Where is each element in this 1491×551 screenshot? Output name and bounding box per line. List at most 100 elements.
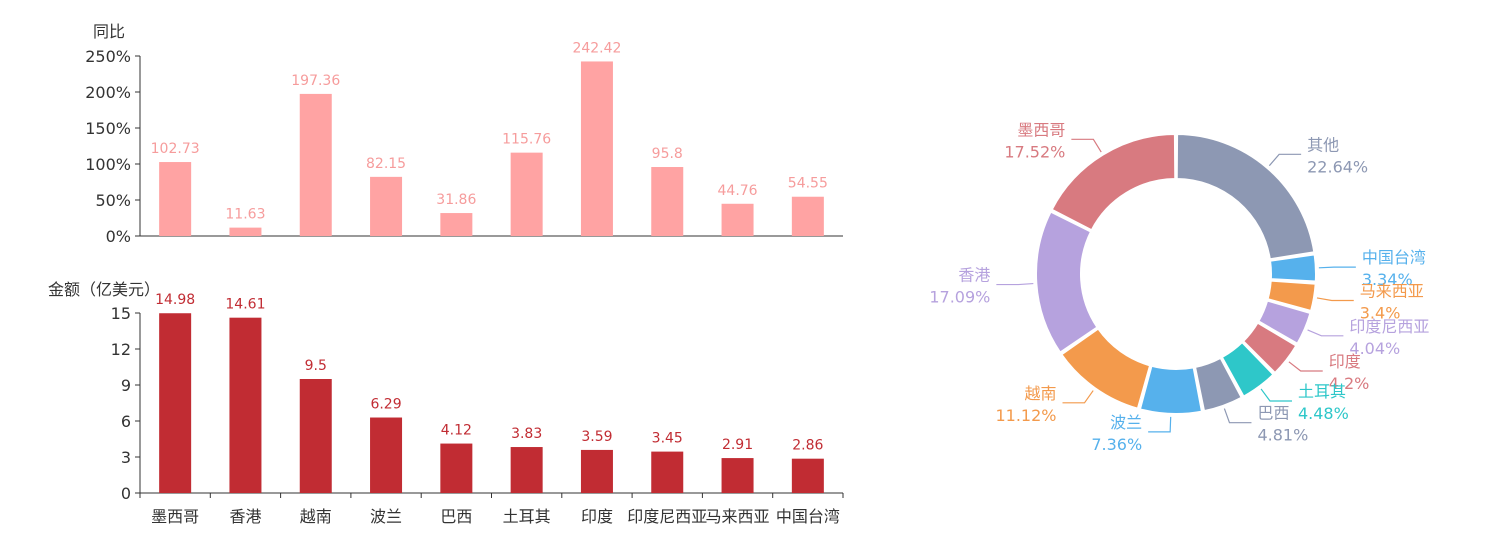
bar-value-label: 14.98 <box>155 292 195 308</box>
slice-name-label: 其他 <box>1307 135 1339 154</box>
slice-percent-label: 3.34% <box>1362 270 1413 289</box>
bar <box>791 458 824 493</box>
y-tick-label: 50% <box>95 191 131 210</box>
y-tick-label: 9 <box>121 376 131 395</box>
bar <box>159 313 192 493</box>
axis-title: 同比 <box>93 22 125 41</box>
bar <box>370 176 403 236</box>
slice-name-label: 巴西 <box>1257 404 1289 423</box>
donut-slice <box>1266 279 1317 313</box>
slice-name-label: 印度尼西亚 <box>1349 317 1429 336</box>
slice-percent-label: 4.04% <box>1349 339 1400 358</box>
slice-percent-label: 17.52% <box>1004 142 1065 161</box>
y-tick-label: 12 <box>111 340 131 359</box>
slice-percent-label: 3.4% <box>1360 303 1401 322</box>
donut-slice <box>1050 132 1177 232</box>
bar <box>299 93 332 236</box>
donut-slice <box>1268 253 1317 283</box>
x-tick-label: 巴西 <box>440 507 472 526</box>
bar-value-label: 14.61 <box>225 297 265 313</box>
bar <box>159 162 192 236</box>
slice-leader-line <box>1260 388 1292 402</box>
y-tick-label: 0% <box>106 227 131 246</box>
slice-leader-line <box>1318 266 1356 269</box>
slice-name-label: 印度 <box>1329 352 1361 371</box>
bar-value-label: 3.45 <box>652 431 683 447</box>
slice-percent-label: 4.2% <box>1329 374 1370 393</box>
bar-value-label: 4.12 <box>441 423 472 439</box>
slice-leader-line <box>1071 138 1102 153</box>
slice-leader-line <box>1062 390 1094 404</box>
slice-leader-line <box>1223 408 1252 424</box>
x-tick-label: 印度 <box>581 507 613 526</box>
slice-leader-line <box>1307 329 1344 337</box>
x-tick-label: 波兰 <box>370 507 402 526</box>
slice-name-label: 中国台湾 <box>1362 248 1426 267</box>
bar <box>440 443 473 493</box>
bar-value-label: 11.63 <box>225 207 265 223</box>
x-tick-label: 香港 <box>229 507 261 526</box>
slice-name-label: 波兰 <box>1110 413 1142 432</box>
slice-name-label: 马来西亚 <box>1360 281 1424 300</box>
y-tick-label: 0 <box>121 484 131 503</box>
x-tick-label: 马来西亚 <box>706 507 770 526</box>
bar-value-label: 95.8 <box>652 146 683 162</box>
slice-percent-label: 11.12% <box>995 406 1056 425</box>
x-tick-label: 越南 <box>300 507 332 526</box>
donut-slice <box>1257 299 1312 346</box>
bar-value-label: 197.36 <box>291 73 340 89</box>
bar <box>580 449 613 493</box>
bar-value-label: 102.73 <box>151 141 200 157</box>
bar <box>721 458 754 493</box>
bar-value-label: 9.5 <box>305 358 327 374</box>
share-donut-chart: 其他 22.64% 中国台湾 3.34%马来西亚 3.4%印度尼西亚 4.04%印度 4.2… <box>929 120 1429 454</box>
bar <box>651 451 684 493</box>
y-tick-label: 100% <box>85 155 131 174</box>
bar-value-label: 82.15 <box>366 156 406 172</box>
slice-percent-label: 7.36% <box>1091 435 1142 454</box>
slice-leader-line <box>1268 153 1302 167</box>
bar <box>510 447 543 493</box>
slice-name-label: 香港 <box>958 266 990 285</box>
bar-value-label: 31.86 <box>436 192 476 208</box>
slice-leader-line <box>1148 416 1172 433</box>
bar-value-label: 3.83 <box>511 426 542 442</box>
y-tick-label: 250% <box>85 47 131 66</box>
slice-percent-label: 4.81% <box>1257 426 1308 445</box>
donut-slice <box>1138 364 1204 415</box>
bar <box>580 61 613 237</box>
y-tick-label: 6 <box>121 412 131 431</box>
donut-slice <box>1220 340 1275 398</box>
x-tick-label: 墨西哥 <box>151 507 199 526</box>
slice-name-label: 越南 <box>1024 384 1056 403</box>
bar <box>440 213 473 236</box>
slice-leader-line <box>996 282 1034 286</box>
bar <box>299 379 332 493</box>
bar-value-label: 2.86 <box>792 438 823 454</box>
yoy-bar-chart: 同比 0% 50% 100% 150% 200% 250% 102.73 11.63 197.36… <box>85 22 843 246</box>
bar-value-label: 6.29 <box>370 397 401 413</box>
bar <box>370 417 403 493</box>
bar <box>229 317 262 493</box>
y-tick-label: 3 <box>121 448 131 467</box>
donut-slice <box>1175 132 1316 261</box>
slice-leader-line <box>1288 361 1323 372</box>
amount-bar-chart: 金额（亿美元） 0 3 6 9 12 15 14.98 墨西哥 14.61 香港 9.5 越南 6.29 波… <box>48 280 844 526</box>
slice-name-label: 墨西哥 <box>1017 120 1065 139</box>
x-tick-label: 中国台湾 <box>776 507 840 526</box>
bar-value-label: 2.91 <box>722 437 753 453</box>
bar <box>791 196 824 236</box>
bar-value-label: 54.55 <box>788 176 828 192</box>
bar <box>651 167 684 236</box>
donut-slice <box>1241 321 1298 375</box>
bar-value-label: 3.59 <box>581 429 612 445</box>
donut-slice <box>1035 210 1099 354</box>
bar <box>510 152 543 236</box>
bar-value-label: 44.76 <box>718 183 758 199</box>
y-tick-label: 150% <box>85 119 131 138</box>
y-tick-label: 200% <box>85 83 131 102</box>
axis-title: 金额（亿美元） <box>48 280 160 299</box>
donut-slice <box>1059 327 1152 410</box>
